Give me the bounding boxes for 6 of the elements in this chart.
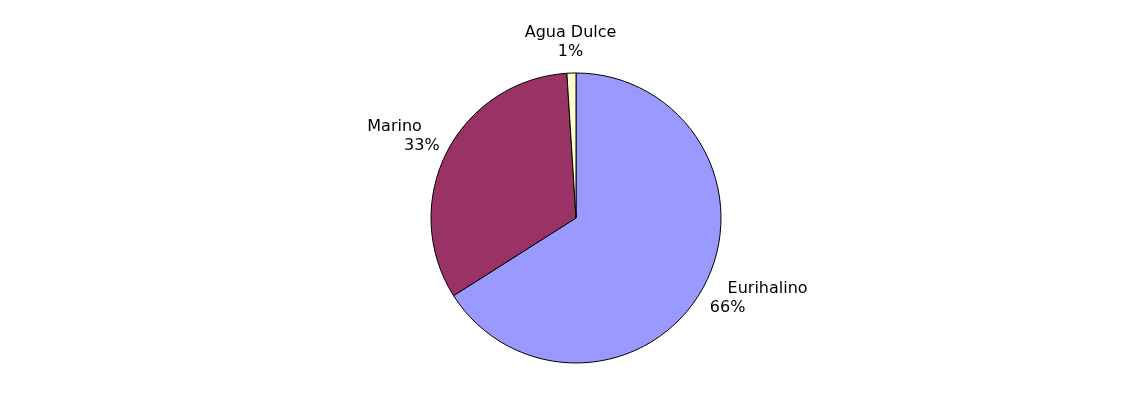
- data-label: 33%: [404, 135, 440, 155]
- slice-label: Eurihalino: [727, 278, 808, 298]
- slice-label: Marino: [367, 116, 422, 136]
- slice-label: Agua Dulce: [524, 22, 617, 42]
- data-label: 1%: [557, 41, 584, 61]
- data-label: 66%: [709, 297, 746, 317]
